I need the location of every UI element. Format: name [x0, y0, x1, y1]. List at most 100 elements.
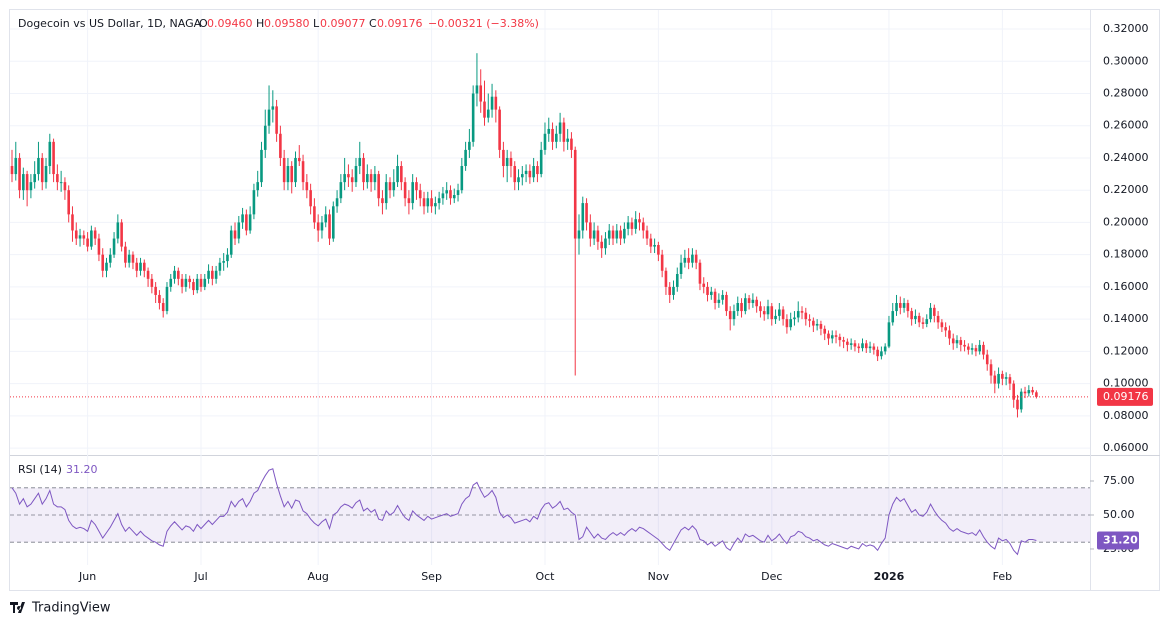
candle-body: [449, 190, 452, 199]
candle-body: [124, 246, 127, 263]
close-value: 0.09176: [377, 17, 423, 30]
candle-body: [150, 278, 154, 287]
candle-body: [392, 182, 396, 191]
candle-body: [362, 157, 365, 183]
candle-body: [1012, 383, 1015, 400]
labels: 0.06000 0.08000 0.10000 0.12000 0.14000 0.160…: [78, 22, 1153, 583]
candle-body: [781, 309, 785, 320]
candle-body: [245, 214, 248, 231]
candle-body: [785, 319, 789, 328]
candle-body: [815, 323, 819, 326]
candle-body: [796, 311, 800, 318]
candle-body: [989, 364, 993, 376]
candle-body: [483, 101, 486, 118]
candles: [10, 53, 1090, 556]
candle-body: [645, 230, 649, 239]
candle-body: [653, 244, 656, 247]
candle-body: [252, 190, 256, 215]
candle-body: [585, 203, 588, 223]
candle-body: [384, 182, 388, 204]
candle-body: [29, 182, 33, 191]
candle-body: [407, 198, 411, 204]
candle-body: [263, 125, 267, 150]
candle-body: [135, 262, 139, 271]
candle-body: [116, 222, 120, 239]
candle-body: [101, 254, 105, 271]
y-tick-label: 0.22000: [1103, 183, 1149, 196]
x-tick-label: Aug: [307, 570, 328, 583]
rsi-tag: [1097, 531, 1139, 550]
candle-body: [675, 274, 679, 287]
candle-body: [56, 174, 59, 183]
candle-body: [86, 238, 89, 247]
candle-body: [1001, 373, 1004, 379]
candle-body: [199, 278, 203, 287]
candle-body: [437, 198, 441, 204]
y-tick-label: 0.12000: [1103, 344, 1149, 357]
candle-body: [570, 138, 573, 150]
candle-body: [222, 261, 225, 263]
candle-body: [494, 96, 498, 110]
candle-body: [44, 166, 48, 183]
rsi-tick-label: 50.00: [1103, 508, 1135, 521]
candle-body: [59, 182, 63, 184]
candle-body: [623, 228, 626, 239]
high-value: 0.09580: [264, 17, 310, 30]
candle-body: [377, 174, 380, 199]
candle-body: [657, 244, 660, 255]
candle-body: [139, 262, 142, 271]
candle-body: [611, 230, 615, 239]
candle-body: [691, 254, 694, 263]
candle-body: [297, 157, 301, 162]
candle-body: [710, 291, 713, 295]
candle-body: [214, 270, 218, 279]
candle-body: [846, 341, 849, 345]
candle-body: [479, 85, 483, 102]
candle-body: [180, 278, 184, 287]
candle-body: [400, 166, 403, 183]
candle-body: [1027, 390, 1031, 394]
candle-body: [93, 230, 97, 239]
candle-body: [717, 299, 721, 304]
candle-body: [271, 106, 275, 110]
candle-body: [982, 344, 985, 355]
candle-body: [502, 149, 505, 167]
open-value: 0.09460: [207, 17, 253, 30]
y-tick-label: 0.08000: [1103, 409, 1149, 422]
y-tick-label: 0.10000: [1103, 377, 1149, 390]
candle-body: [1004, 377, 1008, 379]
candle-body: [33, 174, 36, 183]
y-tick-label: 0.30000: [1103, 54, 1149, 67]
candle-body: [766, 306, 770, 315]
candle-body: [63, 182, 67, 191]
candle-body: [456, 190, 460, 196]
candle-body: [464, 149, 467, 167]
candle-body: [800, 311, 804, 313]
candle-body: [914, 315, 917, 320]
logo[interactable]: TradingView: [10, 601, 111, 616]
candle-body: [630, 222, 634, 229]
candle-body: [600, 241, 603, 249]
candle-body: [857, 346, 861, 349]
candle-body: [275, 106, 278, 134]
candle-body: [864, 343, 868, 349]
candle-body: [445, 190, 448, 194]
candle-body: [808, 319, 811, 321]
candle-body: [876, 349, 879, 357]
candle-body: [173, 270, 176, 279]
candle-body: [256, 182, 259, 191]
candle-body: [672, 286, 675, 295]
candle-body: [441, 193, 445, 199]
candle-body: [804, 312, 808, 320]
candle-body: [524, 170, 528, 175]
candle-body: [434, 203, 437, 207]
candle-body: [490, 96, 494, 110]
candle-body: [1008, 377, 1012, 384]
candle-body: [895, 303, 898, 312]
candle-body: [154, 286, 157, 295]
candle-body: [260, 149, 263, 183]
candle-body: [736, 303, 740, 312]
grid: [10, 10, 1090, 565]
rsi-title: RSI (14): [18, 463, 62, 476]
x-tick-label: Jul: [193, 570, 207, 583]
